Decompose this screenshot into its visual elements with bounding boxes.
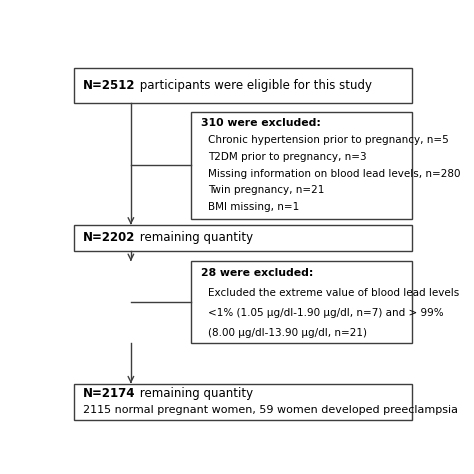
Text: 28 were excluded:: 28 were excluded: xyxy=(201,268,313,278)
Text: BMI missing, n=1: BMI missing, n=1 xyxy=(208,202,299,212)
FancyBboxPatch shape xyxy=(74,68,412,102)
Text: N=2174: N=2174 xyxy=(83,387,136,400)
FancyBboxPatch shape xyxy=(191,111,412,219)
Text: N=2512: N=2512 xyxy=(83,79,136,91)
Text: (8.00 μg/dl-13.90 μg/dl, n=21): (8.00 μg/dl-13.90 μg/dl, n=21) xyxy=(208,328,367,338)
Text: 310 were excluded:: 310 were excluded: xyxy=(201,118,320,128)
Text: N=2202: N=2202 xyxy=(83,231,136,245)
Text: Chronic hypertension prior to pregnancy, n=5: Chronic hypertension prior to pregnancy,… xyxy=(208,135,449,145)
Text: participants were eligible for this study: participants were eligible for this stud… xyxy=(136,79,372,91)
Text: <1% (1.05 μg/dl-1.90 μg/dl, n=7) and > 99%: <1% (1.05 μg/dl-1.90 μg/dl, n=7) and > 9… xyxy=(208,308,444,318)
Text: remaining quantity: remaining quantity xyxy=(136,387,253,400)
FancyBboxPatch shape xyxy=(191,261,412,343)
FancyBboxPatch shape xyxy=(74,383,412,420)
Text: Missing information on blood lead levels, n=280: Missing information on blood lead levels… xyxy=(208,169,461,179)
Text: T2DM prior to pregnancy, n=3: T2DM prior to pregnancy, n=3 xyxy=(208,152,367,162)
Text: Twin pregnancy, n=21: Twin pregnancy, n=21 xyxy=(208,185,324,195)
FancyBboxPatch shape xyxy=(74,225,412,251)
Text: Excluded the extreme value of blood lead levels: Excluded the extreme value of blood lead… xyxy=(208,288,459,298)
Text: remaining quantity: remaining quantity xyxy=(136,231,253,245)
Text: 2115 normal pregnant women, 59 women developed preeclampsia: 2115 normal pregnant women, 59 women dev… xyxy=(83,405,458,415)
